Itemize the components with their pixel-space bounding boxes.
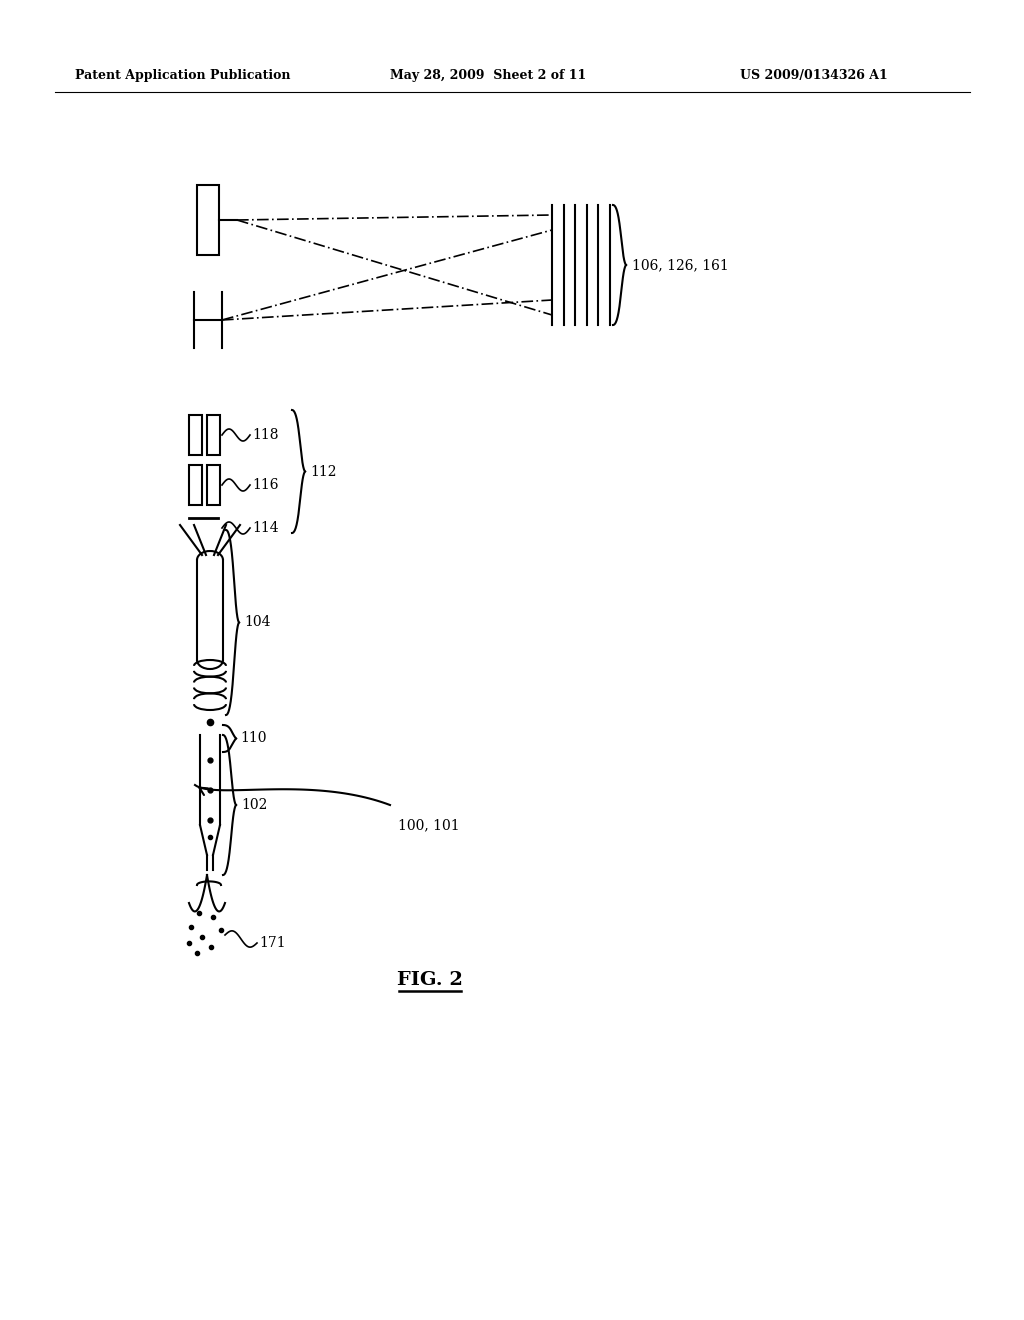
Bar xyxy=(207,414,220,455)
Text: 114: 114 xyxy=(252,521,279,535)
Text: 100, 101: 100, 101 xyxy=(398,818,460,832)
Text: US 2009/0134326 A1: US 2009/0134326 A1 xyxy=(740,69,888,82)
Text: 118: 118 xyxy=(252,428,279,442)
Text: FIG. 2: FIG. 2 xyxy=(397,972,463,989)
Text: Patent Application Publication: Patent Application Publication xyxy=(75,69,291,82)
Bar xyxy=(189,465,202,506)
Bar xyxy=(197,185,219,255)
Text: 102: 102 xyxy=(241,799,267,812)
Text: 110: 110 xyxy=(240,731,266,746)
Text: 106, 126, 161: 106, 126, 161 xyxy=(632,257,729,272)
Text: 171: 171 xyxy=(259,936,286,950)
Bar xyxy=(189,414,202,455)
Text: 104: 104 xyxy=(244,615,270,630)
Bar xyxy=(207,465,220,506)
Text: May 28, 2009  Sheet 2 of 11: May 28, 2009 Sheet 2 of 11 xyxy=(390,69,587,82)
Text: 116: 116 xyxy=(252,478,279,492)
Text: 112: 112 xyxy=(310,465,337,479)
